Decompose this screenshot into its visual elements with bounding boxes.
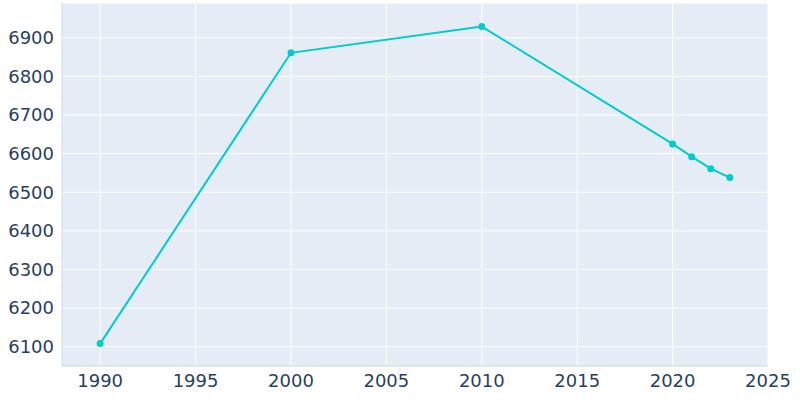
svg-text:1995: 1995 bbox=[173, 370, 219, 391]
svg-text:2025: 2025 bbox=[745, 370, 791, 391]
svg-text:2010: 2010 bbox=[459, 370, 505, 391]
svg-text:6300: 6300 bbox=[8, 259, 54, 280]
svg-text:6400: 6400 bbox=[8, 220, 54, 241]
svg-text:2020: 2020 bbox=[650, 370, 696, 391]
svg-text:2005: 2005 bbox=[363, 370, 409, 391]
svg-text:6600: 6600 bbox=[8, 143, 54, 164]
svg-text:6500: 6500 bbox=[8, 182, 54, 203]
svg-text:2000: 2000 bbox=[268, 370, 314, 391]
svg-text:6200: 6200 bbox=[8, 297, 54, 318]
svg-text:6100: 6100 bbox=[8, 336, 54, 357]
svg-text:2015: 2015 bbox=[554, 370, 600, 391]
svg-text:1990: 1990 bbox=[77, 370, 123, 391]
svg-text:6700: 6700 bbox=[8, 104, 54, 125]
svg-text:6900: 6900 bbox=[8, 27, 54, 48]
svg-text:6800: 6800 bbox=[8, 66, 54, 87]
